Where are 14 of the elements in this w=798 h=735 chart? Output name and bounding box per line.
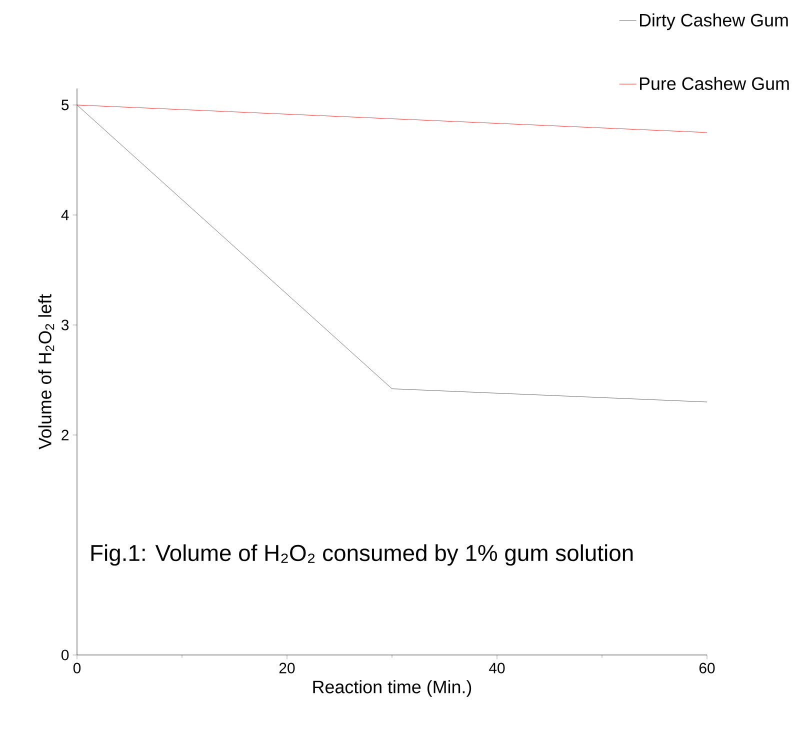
- legend-label: Dirty Cashew Gum: [640, 13, 788, 30]
- x-tick-label: 0: [73, 662, 81, 674]
- legend-label: Pure Cashew Gum: [640, 76, 789, 90]
- x-axis-title: Reaction time (Min.): [313, 680, 472, 697]
- y-tick-label: 0: [62, 650, 69, 660]
- y-axis-title: Volume of H$_{2}$O$_{2}$ left: [38, 294, 54, 450]
- x-tick-label: 40: [489, 662, 505, 674]
- y-tick-label: 5: [62, 100, 69, 110]
- y-tick-label: 3: [61, 320, 69, 330]
- y-tick-label: 4: [61, 210, 69, 220]
- annotation: Fig.1: Volume of H₂O₂ consumed by 1% gum solution: [91, 544, 633, 566]
- x-tick-label: 20: [279, 662, 295, 674]
- y-tick-label: 2: [62, 430, 68, 440]
- x-tick-label: 60: [699, 662, 715, 674]
